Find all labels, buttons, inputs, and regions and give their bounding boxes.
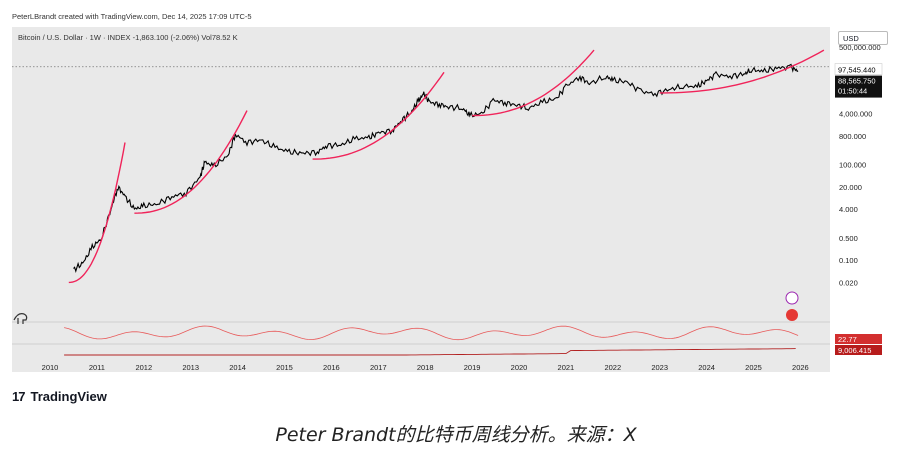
oscillator-tag-box <box>835 334 882 344</box>
x-tick-label: 2022 <box>604 363 621 372</box>
parabolic-curve <box>134 110 248 214</box>
y-tick-label: 500,000.000 <box>839 43 881 52</box>
y-tick-label: 100.000 <box>839 161 866 170</box>
parabolic-curve <box>312 71 445 160</box>
x-tick-label: 2010 <box>42 363 59 372</box>
y-tick-label: 20.000 <box>839 183 862 192</box>
x-tick-label: 2026 <box>792 363 809 372</box>
x-tick-label: 2015 <box>276 363 293 372</box>
y-tick-label: 4,000.000 <box>839 110 872 119</box>
x-tick-label: 2024 <box>698 363 715 372</box>
watermark-icon <box>13 313 28 324</box>
x-tick-label: 2014 <box>229 363 246 372</box>
y-tick-label: 0.020 <box>839 278 858 287</box>
x-tick-label: 2017 <box>370 363 387 372</box>
image-caption: Peter Brandt的比特币周线分析。来源：X <box>275 424 637 446</box>
volume-ma-value: 9,006.415 <box>838 346 871 355</box>
symbol-legend: Bitcoin / U.S. Dollar · 1W · INDEX -1,86… <box>18 33 238 42</box>
tradingview-logo-text: TradingView <box>30 389 107 404</box>
lightning-icon <box>785 291 799 305</box>
flag-icon <box>786 309 798 321</box>
x-tick-label: 2019 <box>464 363 481 372</box>
y-tick-label: 0.100 <box>839 256 858 265</box>
x-tick-label: 2020 <box>511 363 528 372</box>
time-axis-strip <box>12 358 830 372</box>
y-tick-label: 4.000 <box>839 205 858 214</box>
price-tag-last: 88,565.750 <box>838 77 876 86</box>
price-tag-high: 97,545.440 <box>838 66 876 75</box>
price-series-line <box>73 63 799 273</box>
tradingview-mark-icon: 17 <box>12 389 26 404</box>
x-tick-label: 2023 <box>651 363 668 372</box>
x-tick-label: 2025 <box>745 363 762 372</box>
plot-background <box>12 27 830 372</box>
x-tick-label: 2018 <box>417 363 434 372</box>
x-tick-label: 2012 <box>135 363 152 372</box>
currency-selector[interactable]: USD <box>838 31 888 45</box>
chart-credit: PeterLBrandt created with TradingView.co… <box>12 12 252 21</box>
parabolic-curve <box>472 49 595 117</box>
parabolic-curve <box>68 142 126 284</box>
y-tick-label: 800.000 <box>839 132 866 141</box>
tradingview-logo: 17 TradingView <box>12 389 107 404</box>
price-tag-countdown: 01:50:44 <box>838 87 867 96</box>
x-tick-label: 2021 <box>558 363 575 372</box>
x-tick-label: 2011 <box>89 363 105 372</box>
volume-tag-box <box>835 345 882 355</box>
oscillator-value: 22.77 <box>838 335 857 344</box>
parabolic-curve <box>659 49 825 94</box>
price-tag-box <box>835 75 882 98</box>
y-tick-label: 0.500 <box>839 234 858 243</box>
price-tag-box <box>834 63 883 75</box>
x-tick-label: 2013 <box>182 363 199 372</box>
oscillator-line <box>64 325 799 341</box>
volume-ma-line <box>64 348 796 356</box>
x-tick-label: 2016 <box>323 363 340 372</box>
